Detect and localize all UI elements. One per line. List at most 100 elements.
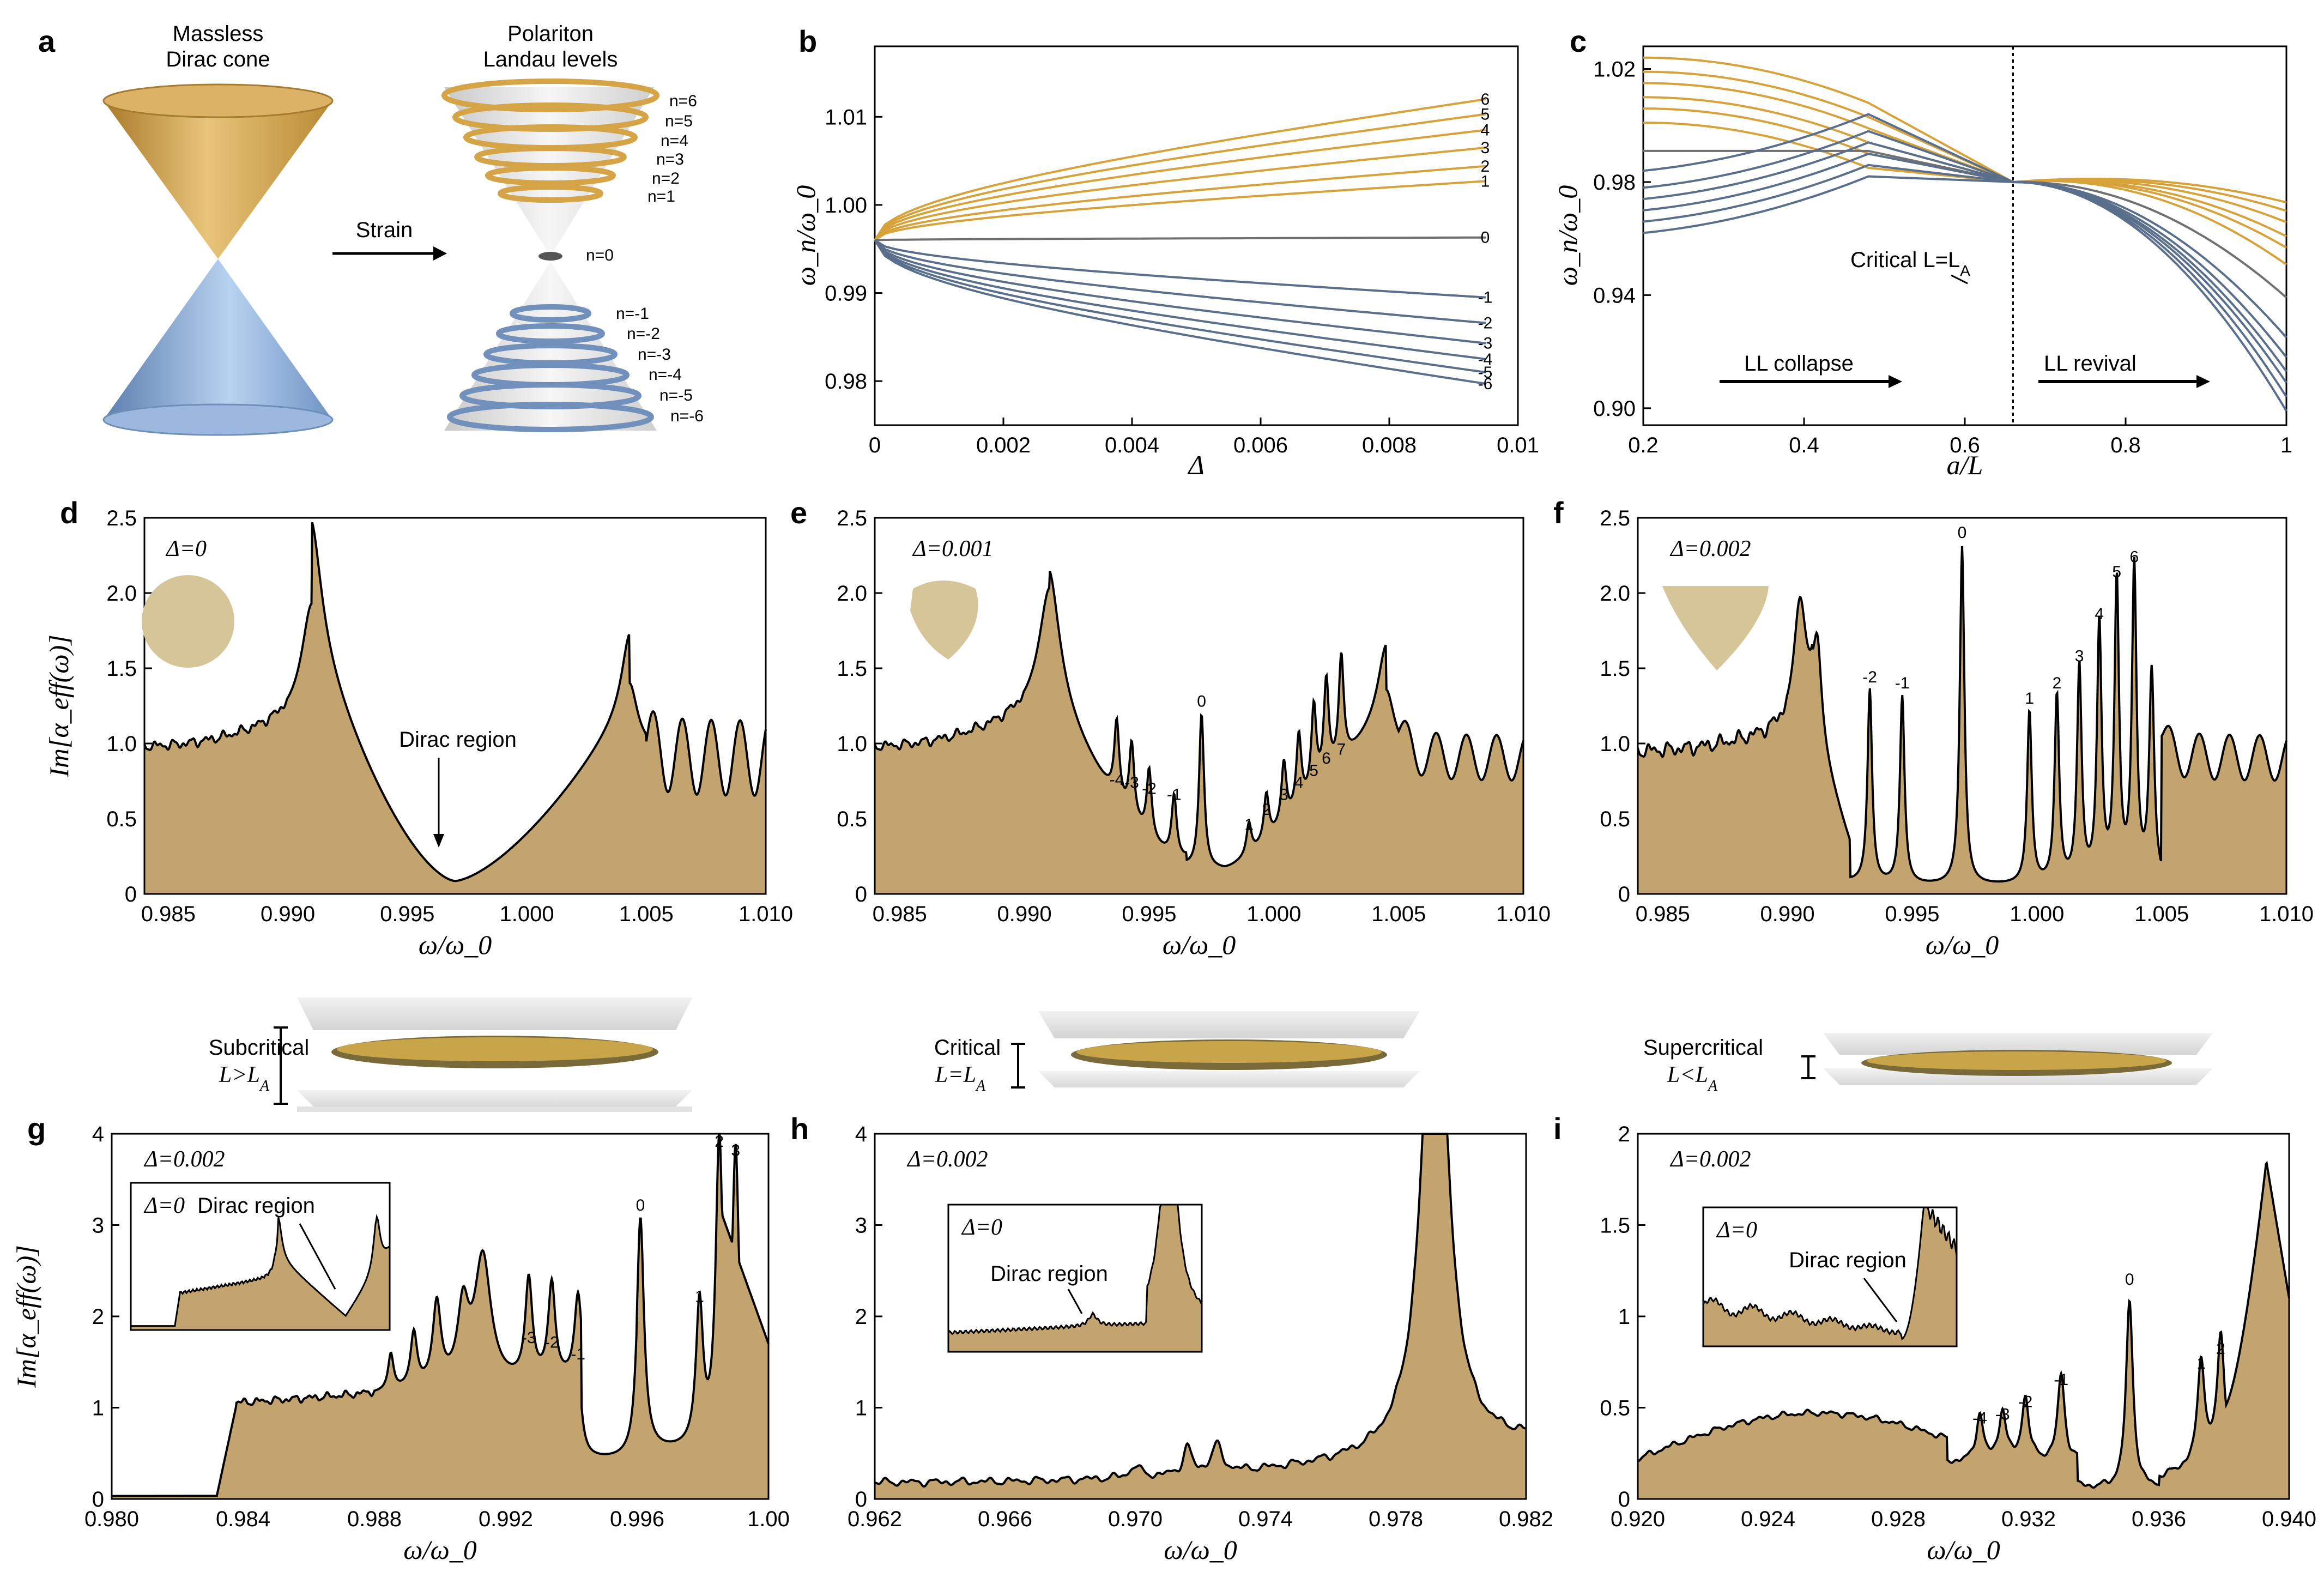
x-axis-label: Δ [1187, 450, 1204, 480]
y-tick-label: 1.01 [825, 105, 867, 129]
panel-f: f 0.985 0.990 0.995 1.000 1.005 1.010 0 0.5 1.0 1.… [1553, 495, 2314, 960]
x-tick-label: 1.000 [2010, 902, 2064, 926]
level-label-up: n=4 [661, 132, 688, 150]
series-line [874, 236, 1486, 241]
level-label-down: n=-5 [659, 386, 693, 404]
y-tick-label: 3 [92, 1214, 104, 1238]
y-tick-label: 4 [855, 1122, 867, 1146]
x-axis-label: ω/ω_0 [1164, 1534, 1237, 1565]
series-line [2013, 179, 2287, 266]
level-label-down: n=-3 [638, 346, 671, 364]
critical-annotation-sub: A [1960, 262, 1970, 279]
landau-ring-up [441, 78, 659, 112]
plot-frame-top [143, 517, 767, 895]
spectrum-area [875, 1134, 1526, 1499]
x-tick-label: 0.978 [1369, 1507, 1423, 1531]
spectrum-area [144, 522, 766, 894]
critical-device: Critical L=LA [934, 1011, 1420, 1095]
supercritical-label: Supercritical [1643, 1036, 1763, 1060]
series-label: 3 [1481, 139, 1490, 157]
strain-label: Strain [356, 218, 413, 242]
peak-label: -4 [1972, 1409, 1987, 1427]
x-axis-label: ω/ω_0 [1926, 929, 1999, 960]
subcritical-cond-sub: A [259, 1078, 270, 1095]
x-axis-label: ω/ω_0 [403, 1534, 477, 1565]
series-line [874, 180, 1486, 241]
x-tick-label: 0.966 [978, 1507, 1032, 1531]
peak-label: 1 [1244, 816, 1254, 834]
panel-label-c: c [1570, 24, 1587, 58]
series-label: -2 [1478, 315, 1493, 332]
inset-legend: Δ=0 [1716, 1218, 1757, 1243]
y-tick-label: 1 [92, 1396, 104, 1420]
supercritical-condition: L<LA [1667, 1062, 1718, 1095]
x-tick-label: 0.974 [1238, 1507, 1293, 1531]
peak-label: 0 [1197, 692, 1206, 710]
y-tick-label: 2 [1618, 1122, 1630, 1146]
series-label: -1 [1478, 289, 1493, 307]
series-label: 5 [1481, 105, 1490, 123]
y-tick-label: 1.0 [106, 732, 137, 756]
landau-ring-zero [538, 252, 562, 261]
critical-annotation-main: Critical L=L [1850, 248, 1960, 272]
y-tick-label: 0.98 [1593, 171, 1636, 195]
x-tick-label: 1 [2280, 433, 2292, 457]
revival-label: LL revival [2044, 352, 2137, 376]
x-tick-label: 0.002 [976, 433, 1031, 457]
y-tick-label: 1.5 [837, 657, 867, 681]
x-tick-label: 1.000 [499, 902, 554, 926]
subcritical-label: Subcritical [209, 1036, 310, 1060]
supercritical-cond-sub: A [1707, 1078, 1718, 1095]
plot-frame-top [111, 1133, 770, 1500]
series-label: 1 [1481, 172, 1490, 190]
x-tick-label: 0.2 [1628, 433, 1659, 457]
series-line [2013, 180, 2287, 299]
x-tick-label: 0.928 [1871, 1507, 1926, 1531]
y-tick-label: 1 [1618, 1305, 1630, 1329]
y-tick-label: 1.00 [825, 194, 867, 217]
critical-label: Critical [934, 1036, 1001, 1060]
landau-ring-down [510, 304, 591, 323]
y-tick-label: 2 [92, 1305, 104, 1329]
landau-ring-down [447, 402, 654, 432]
series-label: 6 [1481, 90, 1490, 108]
series-line [874, 129, 1486, 241]
legend-delta: Δ=0 [165, 536, 207, 561]
y-tick-label: 0 [125, 882, 137, 906]
y-tick-label: 2.5 [1600, 506, 1630, 530]
series-line [874, 146, 1486, 241]
plot-frame [874, 45, 1519, 426]
series-line [1643, 153, 2013, 211]
y-tick-label: 0.90 [1593, 397, 1636, 421]
series-line [1643, 82, 2014, 183]
upper-white-cone [444, 87, 654, 256]
series-line [874, 165, 1486, 241]
peak-label: 3 [2075, 648, 2084, 666]
y-tick-label: 2.5 [106, 506, 137, 530]
x-tick-label: 1.000 [1246, 902, 1301, 926]
spectrum-line [874, 571, 1524, 868]
revival-arrowhead [2196, 375, 2210, 388]
x-tick-label: 1.005 [1371, 902, 1426, 926]
y-tick-label: 2.5 [837, 506, 867, 530]
y-axis-label: Im[α_eff(ω)] [44, 634, 74, 778]
critical-condition: L=LA [935, 1062, 986, 1095]
y-tick-label: 2.0 [1600, 582, 1630, 606]
peak-label: -4 [1110, 771, 1124, 789]
shape-triangle-icon [1662, 586, 1769, 670]
x-tick-label: 0 [869, 433, 881, 457]
x-tick-label: 0.990 [1760, 902, 1815, 926]
y-tick-label: 0 [92, 1488, 104, 1512]
spectrum-line [1637, 546, 2287, 883]
panel-label-i: i [1553, 1111, 1562, 1146]
panel-label-a: a [38, 24, 56, 58]
y-tick-label: 1.5 [1600, 657, 1630, 681]
inset-dirac-label: Dirac region [990, 1262, 1108, 1286]
series-line [1643, 141, 2014, 201]
x-tick-label: 0.984 [216, 1507, 270, 1531]
series-line [1643, 175, 2013, 234]
blue-cone [102, 259, 334, 436]
x-tick-label: 0.985 [1636, 902, 1690, 926]
series-line [874, 239, 1486, 344]
x-tick-label: 0.004 [1105, 433, 1159, 457]
